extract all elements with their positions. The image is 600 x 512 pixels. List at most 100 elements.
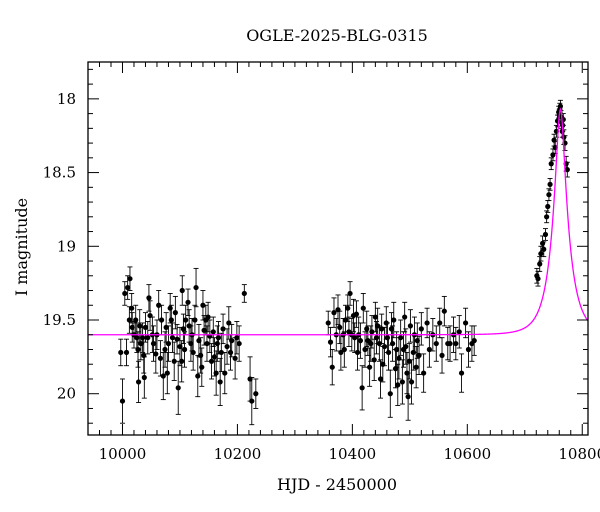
- data-point: [241, 290, 247, 297]
- data-point: [199, 364, 205, 370]
- data-point: [183, 317, 189, 323]
- data-point: [462, 320, 469, 326]
- data-point: [335, 307, 341, 313]
- data-point: [362, 346, 368, 353]
- data-point: [175, 385, 181, 391]
- data-point: [164, 370, 170, 376]
- data-point: [437, 320, 443, 326]
- data-point: [426, 346, 432, 353]
- data-point: [396, 355, 402, 361]
- data-point: [213, 370, 219, 376]
- data-point: [172, 310, 178, 316]
- data-point: [204, 340, 210, 347]
- data-point: [544, 214, 550, 220]
- data-point: [541, 246, 547, 252]
- data-point: [375, 323, 381, 329]
- data-point: [385, 349, 392, 356]
- data-point: [119, 398, 126, 404]
- data-point: [174, 336, 180, 342]
- data-point: [169, 335, 176, 341]
- data-point: [133, 317, 139, 323]
- data-point: [404, 370, 410, 376]
- data-point: [453, 340, 459, 347]
- data-point: [407, 323, 414, 329]
- data-point: [123, 349, 130, 356]
- data-point: [337, 324, 343, 330]
- data-point: [372, 314, 378, 320]
- plot-area: [88, 99, 588, 426]
- data-point: [387, 391, 393, 397]
- data-point: [347, 290, 353, 297]
- data-point: [384, 335, 391, 341]
- data-point: [537, 261, 543, 267]
- data-point: [371, 357, 377, 363]
- data-point: [377, 376, 384, 382]
- data-point: [413, 364, 419, 370]
- data-point: [138, 340, 144, 347]
- data-point: [135, 346, 141, 353]
- data-point: [142, 324, 149, 330]
- data-point: [236, 340, 242, 347]
- data-point: [157, 355, 164, 361]
- data-point: [369, 329, 375, 335]
- data-point: [408, 379, 415, 385]
- data-point: [193, 284, 199, 291]
- data-point: [145, 335, 151, 341]
- data-point: [379, 326, 385, 332]
- y-tick-label: 19.5: [43, 311, 76, 329]
- data-point: [539, 240, 546, 246]
- model-curve: [88, 107, 588, 336]
- error-bars: [118, 99, 570, 426]
- x-tick-label: 10200: [214, 445, 262, 463]
- data-point: [247, 376, 253, 382]
- data-point: [439, 352, 445, 358]
- data-point: [195, 373, 201, 379]
- data-point: [188, 340, 194, 347]
- data-point: [398, 335, 404, 341]
- data-point: [129, 324, 135, 330]
- data-point: [383, 320, 389, 326]
- x-tick-label: 10800: [558, 445, 600, 463]
- data-point: [327, 339, 334, 345]
- data-point: [210, 329, 216, 335]
- data-point: [192, 317, 198, 323]
- data-point: [217, 379, 223, 385]
- data-point: [218, 349, 224, 356]
- data-point: [205, 314, 211, 320]
- data-point: [179, 358, 185, 364]
- data-point: [557, 103, 564, 109]
- data-point: [200, 302, 206, 308]
- y-tick-label: 20: [57, 385, 76, 403]
- x-axis: 10000 10200 10400 10600 10800: [87, 62, 600, 463]
- data-point: [441, 308, 447, 314]
- x-tick-label: 10600: [443, 445, 491, 463]
- x-axis-label: HJD - 2450000: [277, 475, 397, 494]
- data-point: [167, 305, 173, 311]
- data-point: [414, 338, 420, 344]
- data-point: [125, 284, 131, 291]
- data-point: [405, 394, 411, 400]
- y-tick-label: 19: [57, 237, 76, 255]
- data-point: [220, 326, 226, 332]
- data-point: [185, 299, 191, 305]
- data-point: [447, 340, 453, 347]
- y-tick-label: 18: [57, 90, 76, 108]
- data-point: [215, 335, 222, 341]
- data-point: [364, 326, 370, 332]
- data-point: [227, 349, 234, 356]
- data-point: [329, 364, 335, 370]
- data-point: [234, 335, 240, 341]
- data-point: [198, 352, 204, 358]
- data-point: [222, 370, 228, 376]
- data-point: [353, 311, 359, 317]
- data-point: [424, 320, 430, 326]
- data-point: [181, 346, 188, 353]
- data-point: [394, 346, 400, 353]
- data-point: [367, 364, 373, 370]
- data-point: [399, 379, 405, 385]
- data-point: [389, 340, 396, 347]
- data-point: [381, 343, 388, 350]
- y-axis: 18 18.5 19 19.5 20: [43, 68, 588, 424]
- data-point: [201, 327, 207, 333]
